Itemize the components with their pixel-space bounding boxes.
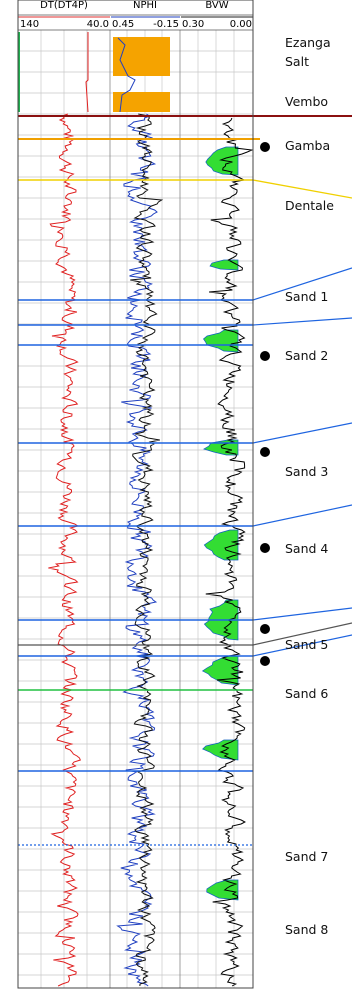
connector bbox=[252, 422, 352, 444]
formation-label: Dentale bbox=[285, 198, 334, 213]
bvw-fill bbox=[209, 259, 239, 271]
frame bbox=[17, 0, 254, 989]
formation-label: Sand 2 bbox=[285, 348, 328, 363]
formation-label: Sand 5 bbox=[285, 637, 328, 652]
connector bbox=[252, 179, 352, 199]
salt-fill bbox=[113, 37, 170, 76]
scale-right: 0.00 bbox=[230, 19, 252, 30]
bvw-fill bbox=[206, 879, 239, 901]
connector bbox=[252, 504, 352, 527]
track-title: BVW bbox=[205, 0, 228, 11]
scale-left: 0.45 bbox=[112, 19, 134, 30]
salt-fill bbox=[113, 92, 170, 112]
log-curve bbox=[116, 113, 158, 987]
dot bbox=[260, 624, 270, 634]
track-title: NPHI bbox=[133, 0, 157, 11]
formation-label: Sand 1 bbox=[285, 289, 328, 304]
formation-label: Sand 6 bbox=[285, 686, 328, 701]
dot bbox=[260, 543, 270, 553]
connector bbox=[252, 634, 352, 657]
dot bbox=[260, 351, 270, 361]
log-curve bbox=[85, 32, 89, 113]
log-curve bbox=[130, 113, 164, 987]
formation-label: Sand 3 bbox=[285, 464, 328, 479]
scale-left: 140 bbox=[20, 19, 39, 30]
formation-label: Ezanga bbox=[285, 35, 331, 50]
scale-left: 0.30 bbox=[182, 19, 204, 30]
connector bbox=[252, 267, 352, 301]
log-curve bbox=[117, 37, 136, 113]
markers bbox=[18, 115, 352, 846]
connector bbox=[252, 622, 352, 646]
connector bbox=[252, 607, 352, 621]
log-curves bbox=[48, 32, 254, 987]
bvw-fill bbox=[201, 655, 239, 686]
formation-label: Salt bbox=[285, 54, 309, 69]
formation-label: Sand 4 bbox=[285, 541, 328, 556]
dot bbox=[260, 656, 270, 666]
log-curve bbox=[48, 113, 81, 987]
formation-label: Sand 8 bbox=[285, 922, 328, 937]
scale-right: 40.0 bbox=[87, 19, 109, 30]
bvw-fill bbox=[203, 529, 239, 561]
track-title: DT(DT4P) bbox=[40, 0, 88, 11]
scale-right: -0.15 bbox=[153, 19, 179, 30]
formation-label: Gamba bbox=[285, 138, 330, 153]
log-curve bbox=[205, 117, 254, 987]
dot bbox=[260, 142, 270, 152]
bvw-fill bbox=[202, 739, 239, 761]
dot bbox=[260, 447, 270, 457]
formation-labels: Ezanga Salt Vembo Gamba Dentale Sand 1 Sand 2 S… bbox=[285, 35, 334, 937]
formation-label: Vembo bbox=[285, 94, 328, 109]
formation-label: Sand 7 bbox=[285, 849, 328, 864]
bvw-fill bbox=[205, 146, 239, 176]
connector bbox=[252, 317, 352, 326]
